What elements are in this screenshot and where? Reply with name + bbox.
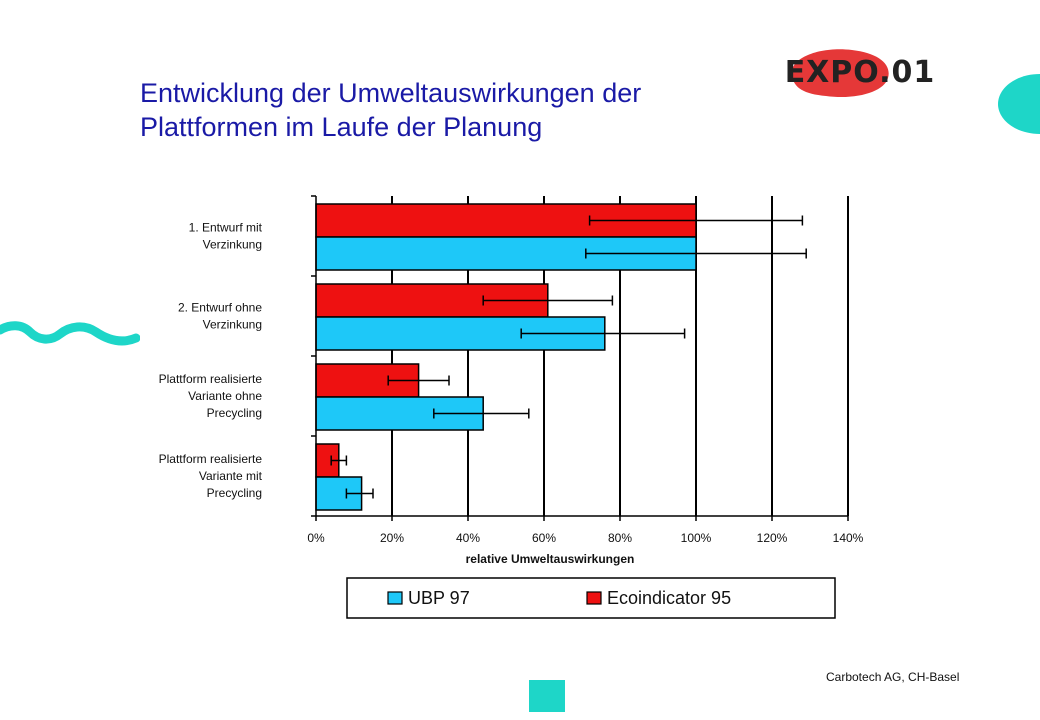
category-label-line: Verzinkung [203, 318, 262, 332]
x-axis-title: relative Umweltauswirkungen [466, 552, 635, 566]
error-bar-layer [330, 215, 807, 499]
x-tick-label: 120% [757, 531, 788, 545]
slide-title: Entwicklung der Umweltauswirkungen der P… [140, 76, 780, 144]
expo-logo-icon: EXPO.01 [760, 40, 960, 104]
category-label-line: Variante mit [199, 469, 263, 483]
legend-swatch [387, 591, 403, 605]
category-label-line: Plattform realisierte [159, 452, 263, 466]
credit-text: Carbotech AG, CH-Basel [826, 670, 960, 684]
logo-text: EXPO.01 [784, 54, 936, 90]
axis-layer [311, 195, 849, 521]
x-tick-label: 0% [307, 531, 325, 545]
category-label: Plattform realisierte Variante ohne Precyc… [159, 372, 263, 420]
x-tick-label: 100% [681, 531, 712, 545]
category-label: Plattform realisierte Variante mit Precycl… [159, 452, 263, 500]
category-label: 2. Entwurf ohne Verzinkung [178, 301, 262, 332]
category-label-line: Verzinkung [203, 238, 262, 252]
title-line-1: Entwicklung der Umweltauswirkungen der [140, 78, 642, 108]
legend-swatch [586, 591, 602, 605]
title-line-2: Plattformen im Laufe der Planung [140, 112, 543, 142]
label-layer: 0% 20% 40% 60% 80% 100% 120% 140% relative Umwel… [159, 221, 864, 567]
x-tick-label: 80% [608, 531, 632, 545]
x-tick-label: 20% [380, 531, 404, 545]
category-label: 1. Entwurf mit Verzinkung [189, 221, 263, 252]
legend-label: UBP 97 [408, 588, 470, 608]
x-tick-label: 40% [456, 531, 480, 545]
category-label-line: 1. Entwurf mit [189, 221, 263, 235]
legend: UBP 97 Ecoindicator 95 [346, 577, 836, 619]
bar-layer [315, 203, 697, 511]
category-label-line: Plattform realisierte [159, 372, 263, 386]
legend-label: Ecoindicator 95 [607, 588, 731, 608]
teal-arc-icon [998, 74, 1040, 134]
teal-squiggle-icon [0, 321, 140, 346]
teal-square-icon [529, 680, 565, 712]
logo-blob [791, 49, 889, 98]
category-label-line: Precycling [207, 486, 262, 500]
x-tick-label: 140% [833, 531, 864, 545]
category-label-line: Variante ohne [188, 389, 262, 403]
category-label-line: 2. Entwurf ohne [178, 301, 262, 315]
x-tick-label: 60% [532, 531, 556, 545]
category-label-line: Precycling [207, 406, 262, 420]
